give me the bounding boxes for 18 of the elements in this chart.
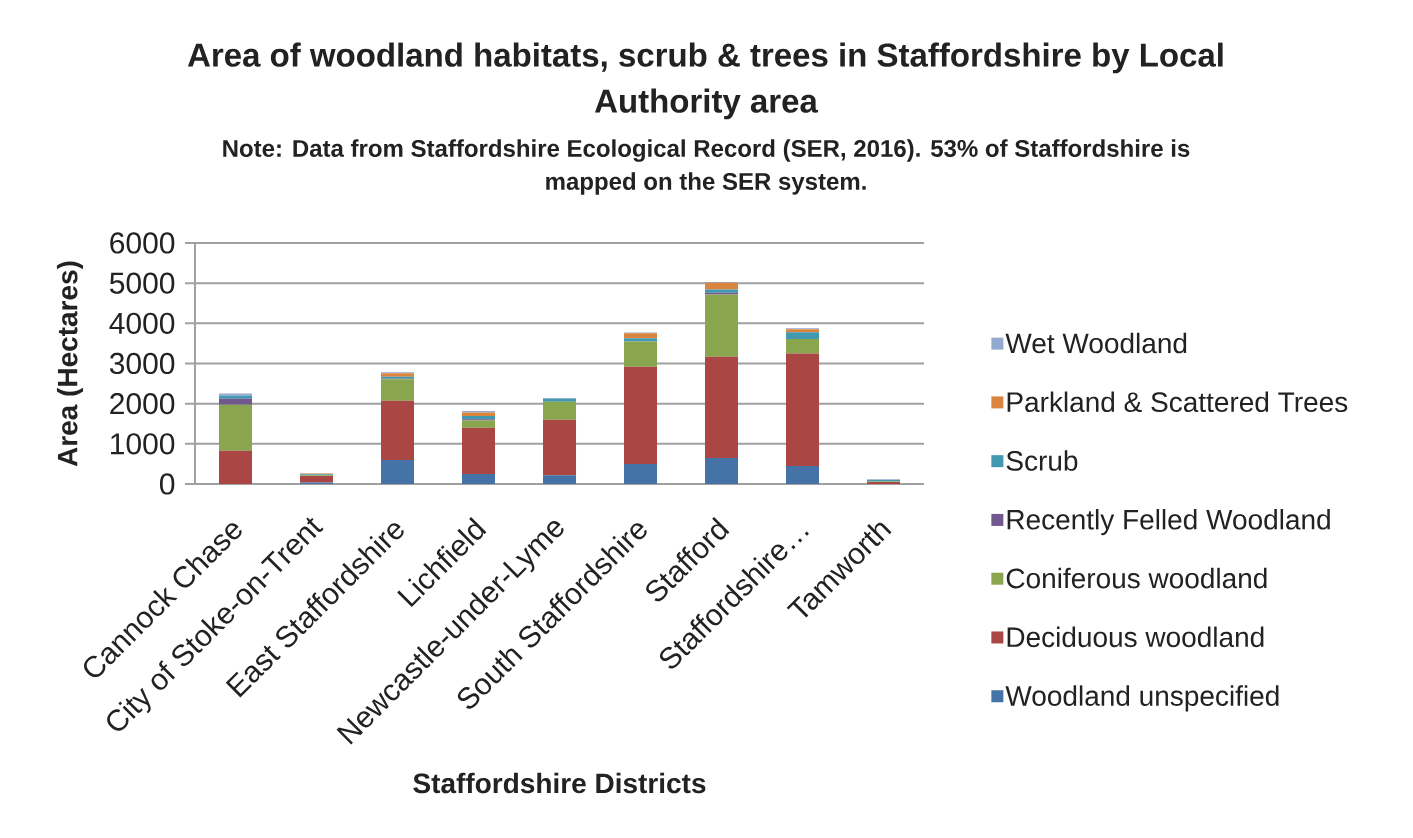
- y-tick-label: 5000: [109, 272, 175, 294]
- legend-label: Woodland unspecified: [1005, 685, 1279, 712]
- y-tick-label: 3000: [109, 352, 175, 375]
- y-tick-label: 1000: [111, 433, 175, 455]
- legend-label: Recently Felled Woodland: [1007, 509, 1330, 536]
- legend-label: Scrub: [1006, 450, 1078, 471]
- chart-title: Area of woodland habitats, scrub & trees in Staffordshire by Local Authority area: [187, 42, 1223, 120]
- legend-label: Coniferous woodland: [1006, 567, 1267, 589]
- chart-subtitle: Note: Data from Staffordshire Ecological Record (SER, 2016). 53% of Staffordshire is mapped on the SER system.: [223, 139, 1190, 195]
- legend-label: Deciduous woodland: [1007, 626, 1264, 648]
- y-axis-title: Area (Hectares): [56, 261, 84, 467]
- legend-label: Wet Woodland: [1005, 332, 1187, 354]
- x-axis-title: Staffordshire Districts: [413, 772, 706, 794]
- y-tick-label: 0: [159, 473, 175, 495]
- y-tick-label: 2000: [110, 393, 175, 415]
- y-tick-label: 6000: [110, 232, 175, 254]
- y-tick-label: 4000: [109, 312, 175, 334]
- legend-label: Parkland & Scattered Trees: [1007, 391, 1348, 413]
